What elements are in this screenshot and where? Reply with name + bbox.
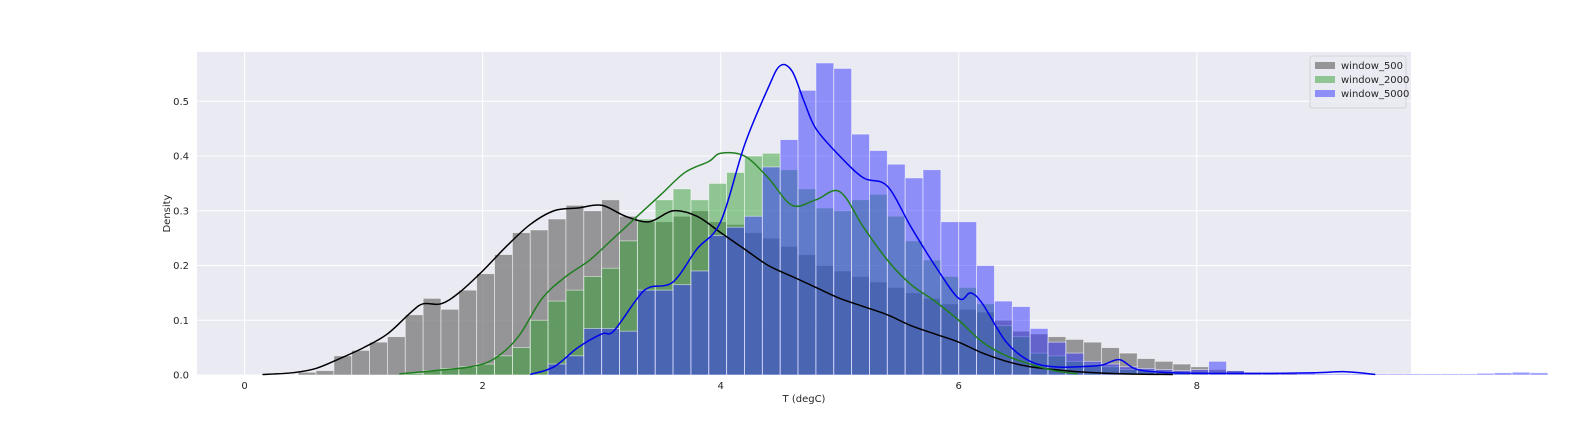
histogram-bars [297, 62, 1549, 376]
x-tick-label: 4 [717, 381, 723, 392]
hist-bar [1476, 372, 1495, 376]
hist-bar [904, 177, 924, 376]
hist-bar [476, 363, 495, 376]
hist-bar [297, 371, 317, 376]
x-tick-label: 6 [956, 381, 962, 392]
y-tick-label: 0.2 [173, 261, 189, 272]
hist-bar [958, 221, 977, 376]
legend-swatch [1315, 90, 1335, 97]
hist-bar [422, 297, 442, 376]
hist-bar [690, 270, 710, 376]
kde-line-window_5000 [530, 63, 1376, 376]
y-tick-labels: 0.0 0.1 0.2 0.3 0.4 0.5 [173, 97, 189, 382]
hist-bar [708, 234, 728, 376]
kde-line-window_500 [262, 204, 1173, 376]
hist-bar [815, 62, 835, 376]
x-tick-label: 8 [1194, 381, 1200, 392]
hist-bar [1190, 369, 1210, 376]
hist-bar [636, 289, 656, 376]
x-tick-label: 2 [479, 381, 485, 392]
y-axis-label: Density [162, 194, 173, 232]
hist-bar [672, 284, 692, 376]
hist-bar [1458, 373, 1477, 376]
hist-bar [404, 314, 424, 376]
hist-bar [654, 289, 674, 376]
hist-bar [601, 328, 620, 376]
y-tick-label: 0.3 [173, 206, 189, 217]
hist-bar [333, 355, 353, 376]
hist-bar [1422, 373, 1442, 376]
x-tick-label: 0 [241, 381, 247, 392]
hist-bar [761, 166, 781, 376]
legend-label: window_2000 [1341, 75, 1409, 86]
legend-label: window_5000 [1341, 89, 1409, 100]
y-tick-label: 0.5 [173, 97, 189, 108]
legend-swatch [1315, 76, 1335, 83]
y-tick-label: 0.1 [173, 316, 189, 327]
hist-bar [1529, 372, 1549, 376]
hist-bar [779, 139, 799, 376]
hist-bar [315, 370, 335, 376]
legend-swatch [1315, 62, 1335, 69]
y-tick-label: 0.4 [173, 152, 189, 163]
legend-label: window_500 [1341, 61, 1403, 72]
kde-curves [262, 63, 1376, 376]
y-tick-label: 0.0 [173, 371, 189, 382]
hist-bar [619, 330, 638, 376]
hist-bar [440, 308, 460, 376]
hist-bar [744, 215, 763, 376]
hist-bar [922, 169, 942, 376]
hist-bar [726, 226, 745, 376]
hist-bar [529, 319, 549, 376]
hist-bar [940, 221, 960, 376]
hist-bar [1440, 373, 1460, 376]
x-axis-label: T (degC) [782, 394, 826, 405]
hist-bar [1511, 371, 1531, 376]
hist-bar [387, 336, 406, 376]
hist-bar [797, 89, 817, 376]
hist-bar [369, 341, 388, 376]
hist-bar [833, 68, 853, 376]
x-tick-labels: 0 2 4 6 8 [241, 381, 1200, 392]
hist-bar [458, 289, 478, 376]
hist-bar [1404, 373, 1424, 376]
hist-bar [494, 355, 513, 376]
hist-bar [1493, 372, 1513, 376]
legend: window_500 window_2000 window_5000 [1309, 55, 1409, 109]
hist-bar [512, 347, 531, 376]
hist-bar [1208, 360, 1227, 376]
hist-bar [1386, 373, 1406, 376]
hist-bar [1333, 373, 1352, 376]
hist-bar [351, 349, 370, 376]
kde-line-window_2000 [399, 151, 1078, 375]
hist-bar [1315, 373, 1335, 376]
hist-bar [565, 355, 585, 376]
